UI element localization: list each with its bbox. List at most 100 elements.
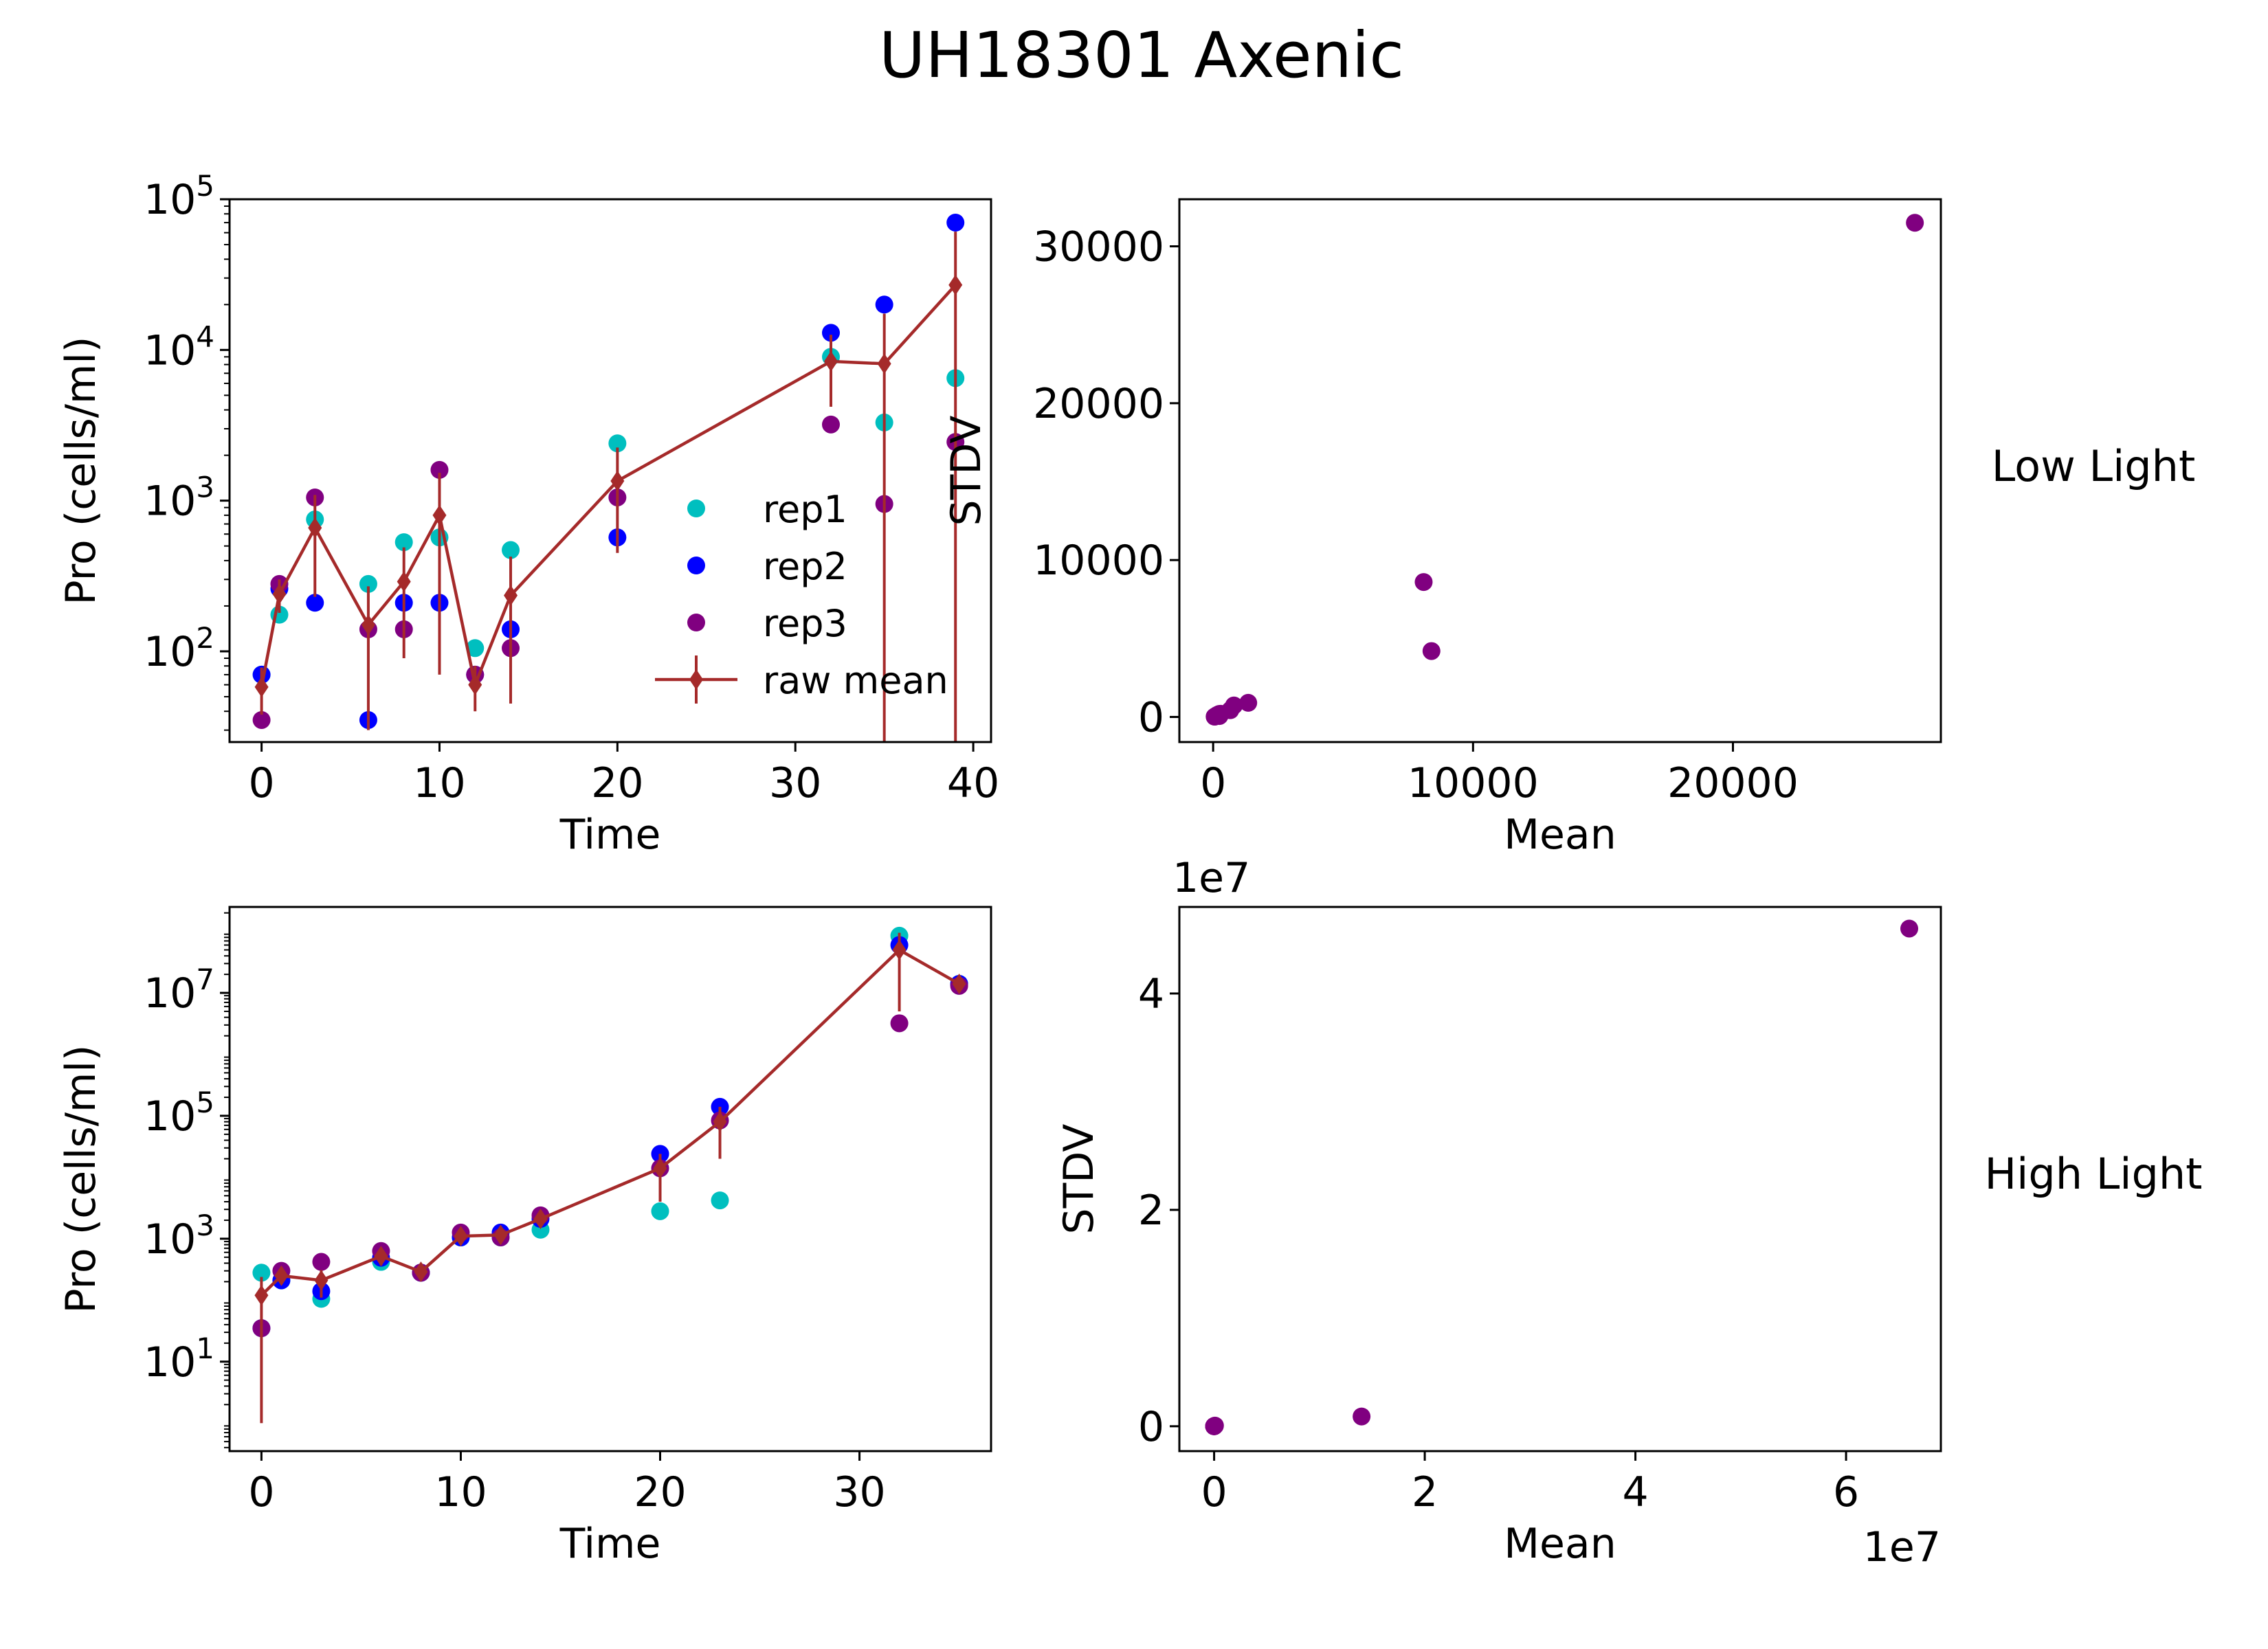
data-point xyxy=(1906,214,1924,232)
mean-line xyxy=(260,284,957,691)
legend-label: rep2 xyxy=(763,545,847,588)
plot-frame xyxy=(228,906,992,1452)
y-tick-label: 103 xyxy=(144,471,214,526)
x-axis-label: Mean xyxy=(1504,811,1616,859)
y-tick-label: 10000 xyxy=(1033,537,1164,585)
x-axis-label: Time xyxy=(559,811,661,859)
mean-marker xyxy=(454,1226,468,1247)
x-tick-label: 30 xyxy=(833,1468,885,1516)
x-axis-label: Time xyxy=(559,1520,661,1568)
data-point xyxy=(651,1202,669,1220)
row-label-high-light: High Light xyxy=(1985,1149,2203,1199)
x-tick-label: 10 xyxy=(413,759,465,807)
legend-marker xyxy=(689,669,703,690)
mean-marker xyxy=(254,1285,269,1306)
data-point xyxy=(1210,705,1229,723)
data-point xyxy=(1900,919,1919,938)
legend-marker xyxy=(687,557,705,574)
y-axis-label: Pro (cells/ml) xyxy=(57,1045,105,1314)
mean-marker xyxy=(610,471,625,492)
legend-label: rep1 xyxy=(763,488,847,531)
data-point xyxy=(466,639,485,658)
y-tick-label: 2 xyxy=(1138,1187,1164,1235)
data-point xyxy=(946,213,965,232)
mean-marker xyxy=(468,674,482,695)
x-tick-label: 0 xyxy=(248,1468,274,1516)
data-point xyxy=(822,415,841,434)
figure-title: UH18301 Axenic xyxy=(879,19,1404,92)
mean-marker xyxy=(948,274,963,295)
plot-area xyxy=(252,926,968,1424)
mean-marker xyxy=(314,1270,329,1291)
data-point xyxy=(890,1014,909,1033)
legend: rep1 rep2 rep3 raw mean xyxy=(655,488,948,704)
data-point xyxy=(1414,573,1433,592)
y-tick-label: 4 xyxy=(1138,970,1164,1018)
x-tick-label: 6 xyxy=(1833,1468,1859,1516)
y-tick-label: 107 xyxy=(144,963,214,1018)
mean-marker xyxy=(713,1111,727,1132)
x-tick-label: 0 xyxy=(1200,759,1226,807)
y-tick-label: 105 xyxy=(144,1086,214,1141)
data-point xyxy=(822,324,841,342)
data-point xyxy=(252,710,271,729)
mean-marker xyxy=(504,585,518,606)
y-tick-label: 20000 xyxy=(1033,380,1164,428)
y-tick-label: 101 xyxy=(144,1332,214,1387)
mean-marker xyxy=(254,676,269,697)
x-tick-label: 2 xyxy=(1412,1468,1438,1516)
y-tick-label: 0 xyxy=(1138,693,1164,741)
y-axis-label: STDV xyxy=(1055,1124,1103,1235)
mean-marker xyxy=(877,353,891,374)
x-tick-label: 40 xyxy=(947,759,999,807)
legend-label: rep3 xyxy=(763,602,847,645)
mean-marker xyxy=(361,614,375,636)
data-point xyxy=(1353,1407,1371,1426)
x-tick-label: 0 xyxy=(249,759,275,807)
mean-marker xyxy=(374,1246,388,1267)
data-point xyxy=(502,541,520,559)
legend-marker xyxy=(687,614,705,631)
data-point xyxy=(430,460,449,479)
data-point xyxy=(711,1191,729,1210)
y-tick-label: 103 xyxy=(144,1209,214,1264)
x-tick-label: 4 xyxy=(1622,1468,1648,1516)
y-tick-label: 105 xyxy=(144,169,214,224)
x-tick-label: 20000 xyxy=(1667,759,1799,807)
mean-marker xyxy=(414,1261,428,1282)
data-point xyxy=(359,574,377,593)
data-point xyxy=(1225,696,1243,715)
y-tick-label: 104 xyxy=(144,319,214,374)
x-tick-label: 20 xyxy=(634,1468,686,1516)
mean-marker xyxy=(653,1158,667,1179)
mean-line xyxy=(260,947,960,1297)
plot-area xyxy=(1205,919,1919,1435)
mean-marker xyxy=(272,583,287,605)
data-point xyxy=(1239,693,1258,712)
row-label-low-light: Low Light xyxy=(1992,441,2196,491)
mean-marker xyxy=(432,504,447,526)
x-tick-label: 20 xyxy=(591,759,643,807)
x-tick-label: 0 xyxy=(1201,1468,1227,1516)
y-axis-label: STDV xyxy=(942,416,990,526)
plot-area xyxy=(252,213,965,742)
y-offset-label: 1e7 xyxy=(1172,854,1250,902)
mean-marker xyxy=(274,1265,289,1286)
y-tick-label: 102 xyxy=(144,621,214,676)
data-point xyxy=(875,295,893,314)
high-light-time-chart: 0 10 20 30 101 103 105 107 Time Pro (cells/ml) xyxy=(57,906,992,1568)
legend-label: raw mean xyxy=(763,659,948,702)
data-point xyxy=(394,533,413,552)
mean-marker xyxy=(952,973,966,994)
data-point xyxy=(252,1264,271,1282)
plot-frame xyxy=(1178,198,1942,743)
plot-frame xyxy=(228,198,992,743)
y-tick-label: 30000 xyxy=(1033,223,1164,271)
data-point xyxy=(608,434,627,453)
data-point xyxy=(1422,642,1441,660)
x-tick-label: 30 xyxy=(769,759,821,807)
data-point xyxy=(306,594,324,612)
mean-marker xyxy=(533,1209,548,1230)
